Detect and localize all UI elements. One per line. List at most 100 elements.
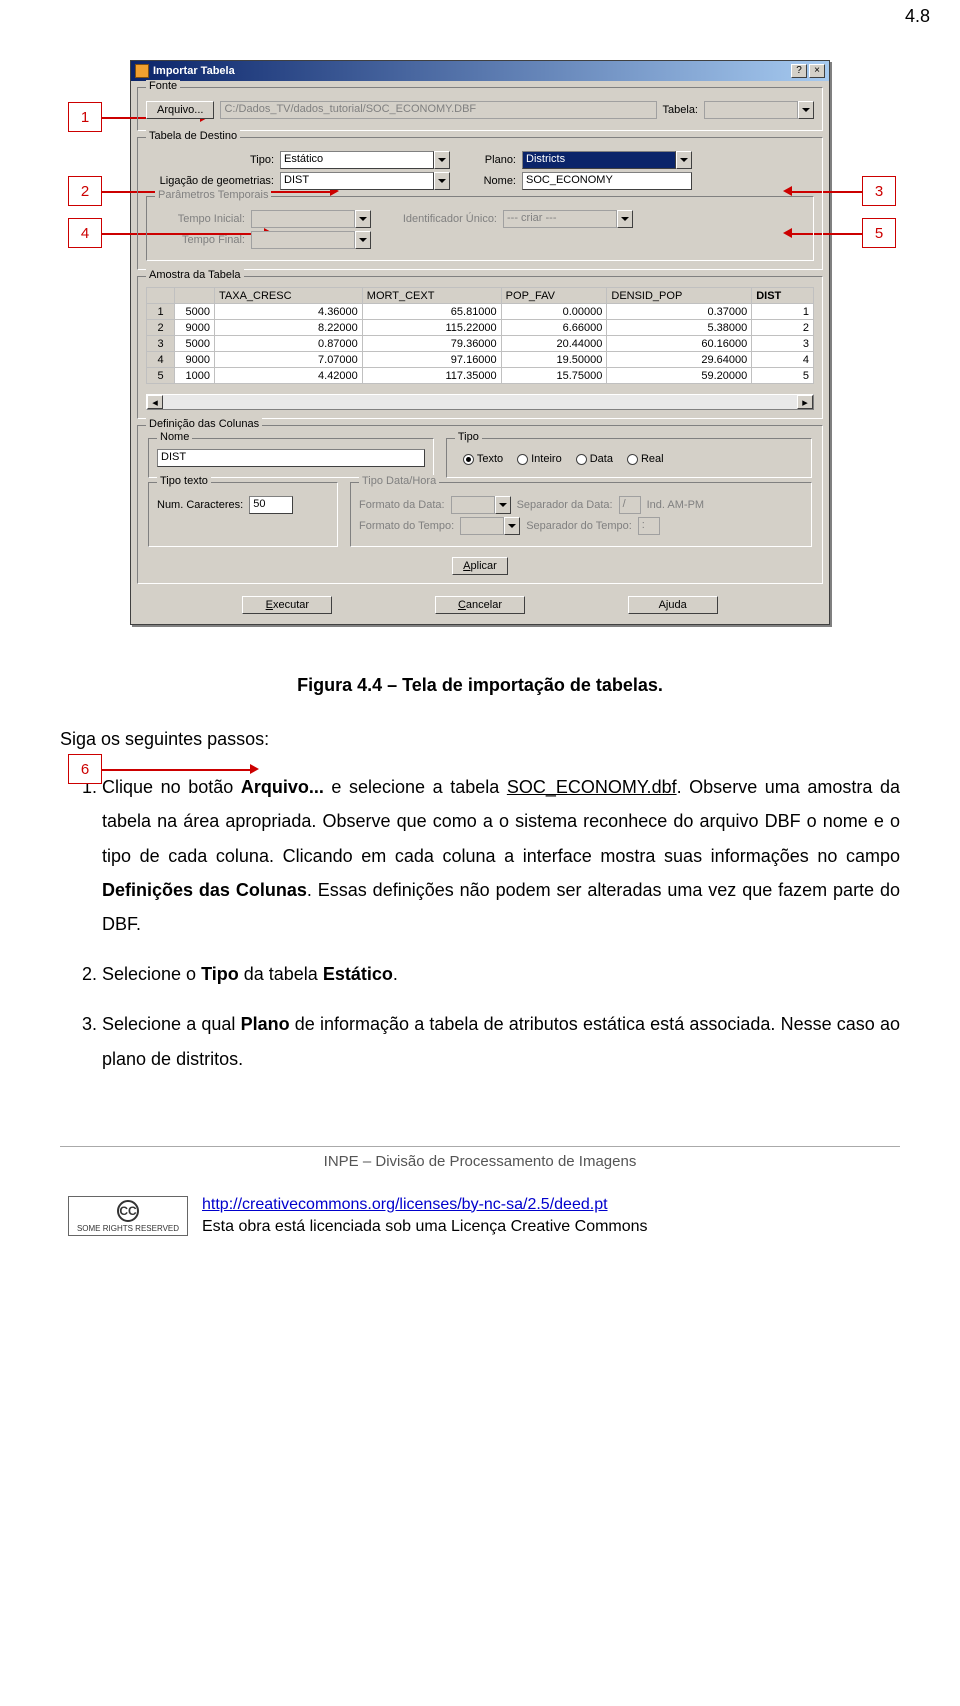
scroll-left-icon[interactable]: ◂ (147, 395, 163, 409)
ampm-label: Ind. AM-PM (647, 499, 704, 511)
table-row: 510004.42000117.3500015.7500059.200005 (147, 368, 814, 384)
tempo-inicial-label: Tempo Inicial: (155, 213, 245, 225)
param-temp-group: Parâmetros Temporais Tempo Inicial: Iden… (146, 196, 814, 261)
executar-button[interactable]: Executar (242, 596, 332, 614)
scroll-right-icon[interactable]: ▸ (797, 395, 813, 409)
nome-label: Nome: (456, 175, 516, 187)
table-header[interactable]: POP_FAV (501, 288, 607, 304)
defcol-group: Definição das Colunas Nome DIST Tipo Tex… (137, 425, 823, 584)
group-label: Amostra da Tabela (146, 269, 244, 281)
radio-icon (463, 454, 474, 465)
fonte-group: Fonte Arquivo... C:/Dados_TV/dados_tutor… (137, 87, 823, 131)
table-cell: 4 (752, 352, 814, 368)
group-label: Tipo (455, 431, 482, 443)
table-cell: 9000 (175, 352, 215, 368)
group-label: Definição das Colunas (146, 418, 262, 430)
table-cell: 0.37000 (607, 304, 752, 320)
table-row: 350000.8700079.3600020.4400060.160003 (147, 336, 814, 352)
amostra-group: Amostra da Tabela TAXA_CRESC MORT_CEXT P… (137, 276, 823, 419)
tipo-radio-data[interactable]: Data (576, 453, 613, 465)
group-label: Fonte (146, 80, 180, 92)
table-cell: 5000 (175, 336, 215, 352)
table-header[interactable]: DENSID_POP (607, 288, 752, 304)
titlebar-text: Importar Tabela (153, 65, 787, 77)
numcar-input[interactable]: 50 (249, 496, 293, 514)
arquivo-path: C:/Dados_TV/dados_tutorial/SOC_ECONOMY.D… (220, 101, 656, 119)
nome-col-input[interactable]: DIST (157, 449, 425, 467)
ligacao-combo[interactable]: DIST (280, 172, 450, 190)
group-label: Parâmetros Temporais (155, 189, 271, 201)
row-header: 3 (147, 336, 175, 352)
radio-label: Real (641, 453, 664, 465)
dialog-button-row: Executar Cancelar Ajuda (131, 590, 829, 624)
ligacao-label: Ligação de geometrias: (146, 175, 274, 187)
close-button[interactable]: × (809, 64, 825, 78)
nome-input[interactable]: SOC_ECONOMY (522, 172, 692, 190)
step-3: Selecione a qual Plano de informação a t… (102, 1007, 900, 1075)
horizontal-scrollbar[interactable]: ◂ ▸ (146, 394, 814, 410)
table-cell: 29.64000 (607, 352, 752, 368)
cc-link[interactable]: http://creativecommons.org/licenses/by-n… (202, 1196, 608, 1213)
table-cell: 115.22000 (362, 320, 501, 336)
fmttempo-combo (460, 517, 520, 535)
tempo-final-combo (251, 231, 371, 249)
step-1: Clique no botão Arquivo... e selecione a… (102, 770, 900, 941)
table-cell: 60.16000 (607, 336, 752, 352)
row-header: 5 (147, 368, 175, 384)
table-header[interactable]: DIST (752, 288, 814, 304)
tipo-combo[interactable]: Estático (280, 151, 450, 169)
table-header[interactable]: TAXA_CRESC (215, 288, 363, 304)
figure-caption: Figura 4.4 – Tela de importação de tabel… (60, 675, 900, 696)
group-label: Tabela de Destino (146, 130, 240, 142)
screenshot-region: 1 2 4 3 5 6 Importar Tabela ? × (70, 60, 890, 625)
table-cell: 65.81000 (362, 304, 501, 320)
table-row: 490007.0700097.1600019.5000029.640004 (147, 352, 814, 368)
row-header: 1 (147, 304, 175, 320)
sepdata-label: Separador da Data: (517, 499, 613, 511)
table-cell: 5.38000 (607, 320, 752, 336)
ajuda-button[interactable]: Ajuda (628, 596, 718, 614)
dthora-subgroup: Tipo Data/Hora Formato da Data: Separado… (350, 482, 812, 547)
table-cell: 59.20000 (607, 368, 752, 384)
tipotexto-subgroup: Tipo texto Num. Caracteres: 50 (148, 482, 338, 547)
radio-icon (576, 454, 587, 465)
ident-label: Identificador Único: (377, 213, 497, 225)
group-label: Tipo Data/Hora (359, 475, 439, 487)
table-cell: 1 (752, 304, 814, 320)
callout-3: 3 (862, 176, 896, 206)
cc-text: http://creativecommons.org/licenses/by-n… (202, 1194, 648, 1239)
table-cell: 9000 (175, 320, 215, 336)
table-header[interactable]: MORT_CEXT (362, 288, 501, 304)
cc-badge-icon: CC SOME RIGHTS RESERVED (68, 1196, 188, 1236)
tipo-radio-inteiro[interactable]: Inteiro (517, 453, 562, 465)
fmtdata-label: Formato da Data: (359, 499, 445, 511)
row-header: 4 (147, 352, 175, 368)
footer-text: INPE – Divisão de Processamento de Image… (60, 1153, 900, 1170)
tabela-combo[interactable] (704, 101, 814, 119)
fmtdata-combo (451, 496, 511, 514)
table-header-row: TAXA_CRESC MORT_CEXT POP_FAV DENSID_POP … (147, 288, 814, 304)
radio-icon (517, 454, 528, 465)
nome-subgroup: Nome DIST (148, 438, 434, 478)
tipo-radio-real[interactable]: Real (627, 453, 664, 465)
callout-6: 6 (68, 754, 102, 784)
plano-combo[interactable]: Districts (522, 151, 692, 169)
destino-group: Tabela de Destino Tipo: Estático Plano: … (137, 137, 823, 270)
tipo-label: Tipo: (146, 154, 274, 166)
table-cell: 97.16000 (362, 352, 501, 368)
table-cell: 5000 (175, 304, 215, 320)
table-cell: 15.75000 (501, 368, 607, 384)
callout-line (102, 769, 252, 771)
table-cell: 6.66000 (501, 320, 607, 336)
table-cell: 79.36000 (362, 336, 501, 352)
tipo-radio-texto[interactable]: Texto (463, 453, 503, 465)
cancelar-button[interactable]: Cancelar (435, 596, 525, 614)
aplicar-button[interactable]: Aplicar (452, 557, 508, 575)
help-button[interactable]: ? (791, 64, 807, 78)
sample-table: TAXA_CRESC MORT_CEXT POP_FAV DENSID_POP … (146, 287, 814, 384)
table-cell: 3 (752, 336, 814, 352)
titlebar: Importar Tabela ? × (131, 61, 829, 81)
table-cell: 2 (752, 320, 814, 336)
arquivo-button[interactable]: Arquivo... (146, 101, 214, 119)
table-cell: 5 (752, 368, 814, 384)
